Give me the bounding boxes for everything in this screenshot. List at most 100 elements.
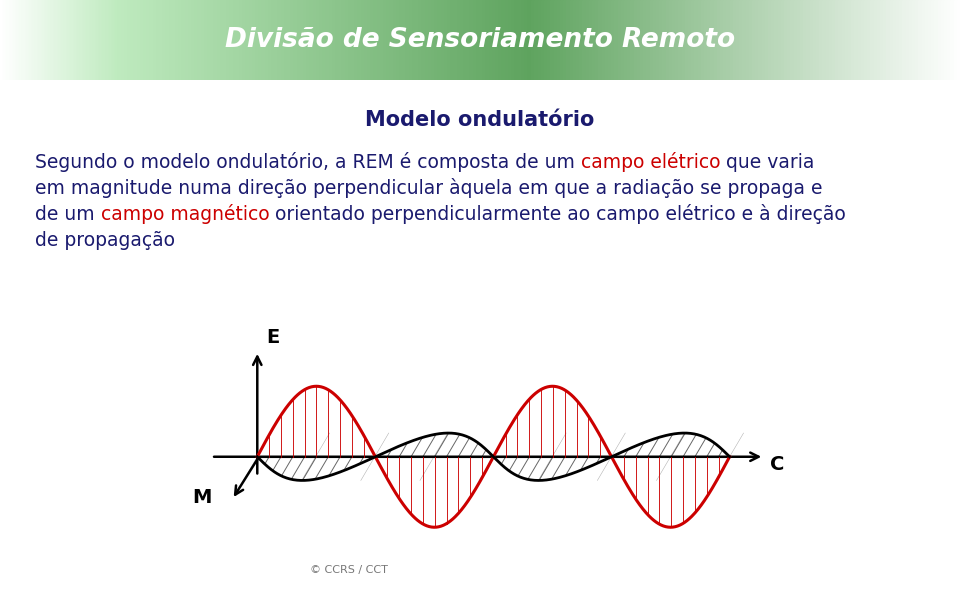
Bar	[871, 0, 875, 80]
Bar	[228, 0, 231, 80]
Bar	[444, 0, 449, 80]
Bar	[134, 0, 138, 80]
Bar	[429, 0, 433, 80]
Bar	[492, 0, 497, 80]
Bar	[333, 0, 337, 80]
Bar	[902, 0, 906, 80]
Bar	[765, 0, 769, 80]
Bar	[746, 0, 750, 80]
Bar	[112, 0, 116, 80]
Bar	[768, 0, 772, 80]
Bar	[915, 0, 920, 80]
Bar	[713, 0, 718, 80]
Text: Segundo o modelo ondulatório, a REM é composta de um: Segundo o modelo ondulatório, a REM é co…	[35, 152, 581, 172]
Bar	[727, 0, 731, 80]
Bar	[208, 0, 212, 80]
Bar	[106, 0, 109, 80]
Bar	[329, 0, 334, 80]
Bar	[310, 0, 315, 80]
Bar	[912, 0, 916, 80]
Bar	[362, 0, 366, 80]
Bar	[12, 0, 17, 80]
Bar	[832, 0, 836, 80]
Bar	[547, 0, 551, 80]
Bar	[506, 0, 510, 80]
Bar	[749, 0, 753, 80]
Bar	[29, 0, 33, 80]
Bar	[838, 0, 843, 80]
Bar	[410, 0, 414, 80]
Bar	[669, 0, 673, 80]
Bar	[36, 0, 39, 80]
Bar	[166, 0, 171, 80]
Bar	[864, 0, 868, 80]
Bar	[461, 0, 465, 80]
Bar	[118, 0, 123, 80]
Bar	[804, 0, 807, 80]
Bar	[944, 0, 948, 80]
Bar	[583, 0, 587, 80]
Bar	[233, 0, 238, 80]
Bar	[634, 0, 637, 80]
Bar	[391, 0, 395, 80]
Bar	[352, 0, 356, 80]
Bar	[38, 0, 42, 80]
Bar	[800, 0, 804, 80]
Bar	[240, 0, 244, 80]
Bar	[3, 0, 8, 80]
Bar	[842, 0, 846, 80]
Text: © CCRS / CCT: © CCRS / CCT	[310, 565, 388, 575]
Bar	[7, 0, 11, 80]
Bar	[470, 0, 474, 80]
Bar	[723, 0, 728, 80]
Bar	[730, 0, 733, 80]
Bar	[48, 0, 52, 80]
Bar	[128, 0, 132, 80]
Bar	[544, 0, 548, 80]
Bar	[857, 0, 862, 80]
Bar	[756, 0, 759, 80]
Bar	[931, 0, 935, 80]
Bar	[790, 0, 795, 80]
Bar	[880, 0, 884, 80]
Bar	[941, 0, 945, 80]
Bar	[214, 0, 219, 80]
Bar	[285, 0, 289, 80]
Bar	[70, 0, 75, 80]
Bar	[886, 0, 891, 80]
Bar	[185, 0, 190, 80]
Bar	[595, 0, 599, 80]
Bar	[326, 0, 330, 80]
Bar	[643, 0, 647, 80]
Bar	[720, 0, 724, 80]
Bar	[387, 0, 392, 80]
Bar	[151, 0, 155, 80]
Bar	[304, 0, 308, 80]
Bar	[170, 0, 174, 80]
Text: campo elétrico: campo elétrico	[581, 152, 720, 172]
Bar	[550, 0, 555, 80]
Bar	[160, 0, 164, 80]
Bar	[252, 0, 257, 80]
Bar	[861, 0, 865, 80]
Bar	[320, 0, 324, 80]
Bar	[598, 0, 603, 80]
Bar	[374, 0, 378, 80]
Bar	[531, 0, 536, 80]
Bar	[125, 0, 129, 80]
Bar	[924, 0, 929, 80]
Bar	[358, 0, 363, 80]
Bar	[775, 0, 779, 80]
Bar	[679, 0, 683, 80]
Bar	[554, 0, 558, 80]
Bar	[835, 0, 839, 80]
Bar	[80, 0, 84, 80]
Bar	[579, 0, 584, 80]
Bar	[605, 0, 609, 80]
Bar	[211, 0, 215, 80]
Bar	[368, 0, 372, 80]
Bar	[784, 0, 788, 80]
Bar	[103, 0, 107, 80]
Bar	[281, 0, 286, 80]
Bar	[10, 0, 13, 80]
